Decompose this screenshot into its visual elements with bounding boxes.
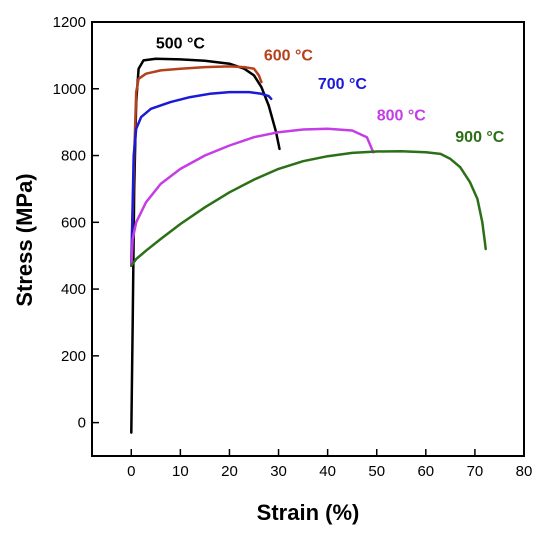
y-tick-label: 0: [78, 415, 86, 432]
x-axis-title: Strain (%): [257, 500, 360, 525]
series-line-600-c: [130, 65, 263, 267]
y-tick-label: 400: [61, 281, 86, 298]
x-tick-label: 80: [516, 463, 533, 480]
plot-frame: [91, 21, 525, 457]
series-line-800-c: [130, 127, 375, 267]
series-lines: [130, 57, 487, 434]
y-tick-label: 200: [61, 348, 86, 365]
series-line-700-c: [130, 90, 273, 267]
series-label-600-c: 600 °C: [264, 47, 314, 64]
y-tick-label: 600: [61, 214, 86, 231]
y-axis-title: Stress (MPa): [12, 173, 37, 306]
x-tick-label: 20: [221, 463, 238, 480]
x-tick-label: 60: [417, 463, 434, 480]
series-line-900-c: [130, 149, 487, 267]
x-tick-label: 40: [319, 463, 336, 480]
y-tick-label: 800: [61, 148, 86, 165]
series-label-900-c: 900 °C: [455, 129, 505, 146]
x-tick-label: 30: [270, 463, 287, 480]
y-tick-label: 1200: [53, 14, 86, 31]
x-tick-label: 70: [467, 463, 484, 480]
x-tick-label: 0: [127, 463, 135, 480]
series-label-700-c: 700 °C: [318, 76, 368, 93]
y-tick-label: 1000: [53, 81, 86, 98]
x-tick-label: 50: [368, 463, 385, 480]
series-label-500-c: 500 °C: [156, 36, 206, 53]
series-label-800-c: 800 °C: [377, 107, 427, 124]
x-tick-label: 10: [172, 463, 189, 480]
